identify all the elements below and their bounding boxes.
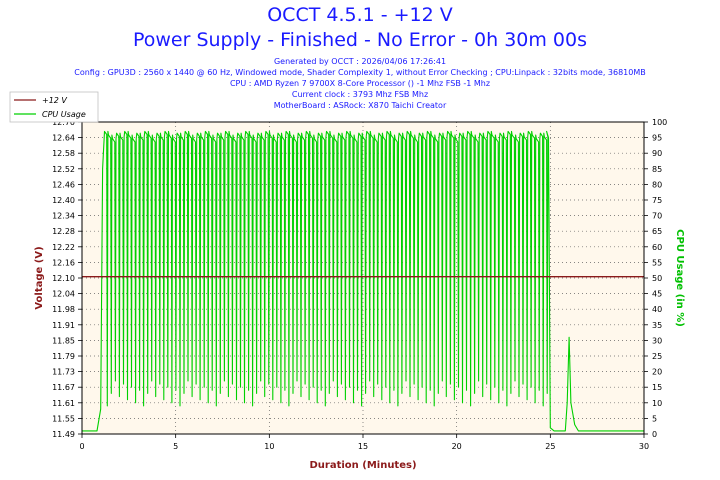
motherboard-info: MotherBoard : ASRock: X870 Taichi Creato… xyxy=(273,101,447,110)
y-tick-label-left: 11.55 xyxy=(52,414,75,423)
series-layer xyxy=(82,130,644,432)
config-info: Config : GPU3D : 2560 x 1440 @ 60 Hz, Wi… xyxy=(74,68,646,77)
x-tick-label: 25 xyxy=(545,442,555,451)
y-axis-label-right: CPU Usage (in %) xyxy=(674,229,685,327)
y-tick-label-left: 12.52 xyxy=(52,165,75,174)
y-tick-label-left: 12.58 xyxy=(52,149,75,158)
y-tick-label-right: 60 xyxy=(652,243,662,252)
y-tick-label-right: 90 xyxy=(652,149,662,158)
y-axis-label-left: Voltage (V) xyxy=(34,246,45,309)
y-tick-label-left: 12.04 xyxy=(52,290,75,299)
legend-label-voltage: +12 V xyxy=(42,96,67,105)
y-tick-label-left: 12.16 xyxy=(52,258,75,267)
y-tick-label-right: 15 xyxy=(652,383,662,392)
y-tick-label-right: 80 xyxy=(652,180,662,189)
y-tick-label-right: 5 xyxy=(652,414,657,423)
chart-title: OCCT 4.5.1 - +12 V xyxy=(267,4,453,26)
y-tick-label-right: 85 xyxy=(652,165,662,174)
y-tick-label-left: 12.40 xyxy=(52,196,75,205)
series-line-cpu-usage xyxy=(82,130,644,432)
y-tick-label-right: 0 xyxy=(652,430,657,439)
legend-box xyxy=(9,91,99,123)
y-tick-label-left: 12.10 xyxy=(52,274,75,283)
y-tick-label-left: 12.22 xyxy=(52,243,75,252)
y-tick-label-right: 45 xyxy=(652,290,662,299)
clock-info: Current clock : 3793 Mhz FSB Mhz xyxy=(291,90,429,99)
y-tick-label-right: 95 xyxy=(652,134,662,143)
y-tick-label-right: 30 xyxy=(652,336,662,345)
y-tick-label-right: 75 xyxy=(652,196,662,205)
y-tick-label-left: 11.49 xyxy=(52,430,75,439)
x-tick-label: 20 xyxy=(452,442,462,451)
y-tick-label-right: 70 xyxy=(652,212,662,221)
y-tick-label-left: 11.98 xyxy=(52,305,75,314)
generated-info: Generated by OCCT : 2026/04/06 17:26:41 xyxy=(273,57,447,66)
y-tick-label-right: 20 xyxy=(652,368,662,377)
x-tick-label: 10 xyxy=(264,442,274,451)
y-tick-label-left: 12.70 xyxy=(52,118,75,127)
y-tick-label-right: 100 xyxy=(652,118,667,127)
y-tick-label-left: 12.34 xyxy=(52,212,75,221)
y-tick-label-left: 12.46 xyxy=(52,180,75,189)
y-tick-label-left: 11.79 xyxy=(52,352,75,361)
x-tick-label: 5 xyxy=(173,442,178,451)
y-tick-label-right: 25 xyxy=(652,352,662,361)
y-tick-label-right: 35 xyxy=(652,321,662,330)
y-tick-label-right: 10 xyxy=(652,399,662,408)
x-tick-label: 15 xyxy=(358,442,368,451)
x-tick-label: 30 xyxy=(639,442,649,451)
y-tick-label-left: 11.91 xyxy=(52,321,75,330)
chart-subtitle: Power Supply - Finished - No Error - 0h … xyxy=(132,29,588,51)
x-tick-label: 0 xyxy=(79,442,84,451)
cpu-info: CPU : AMD Ryzen 7 9700X 8-Core Processor… xyxy=(229,79,491,88)
legend: +12 V CPU Usage xyxy=(9,91,99,123)
y-tick-label-left: 11.73 xyxy=(52,368,75,377)
y-tick-label-left: 12.28 xyxy=(52,227,75,236)
y-tick-label-right: 40 xyxy=(652,305,662,314)
x-axis-label: Duration (Minutes) xyxy=(309,460,416,471)
y-tick-label-right: 55 xyxy=(652,258,662,267)
axes: 0 5 10 15 20 25 30 11.49 11.55 11.61 11.67 11.73 11.… xyxy=(52,118,667,451)
y-tick-label-right: 65 xyxy=(652,227,662,236)
legend-label-usage: CPU Usage xyxy=(42,110,86,119)
y-tick-label-left: 11.61 xyxy=(52,399,75,408)
y-tick-label-left: 11.85 xyxy=(52,336,75,345)
y-tick-label-left: 11.67 xyxy=(52,383,75,392)
y-tick-label-left: 12.64 xyxy=(52,134,75,143)
y-tick-label-right: 50 xyxy=(652,274,662,283)
